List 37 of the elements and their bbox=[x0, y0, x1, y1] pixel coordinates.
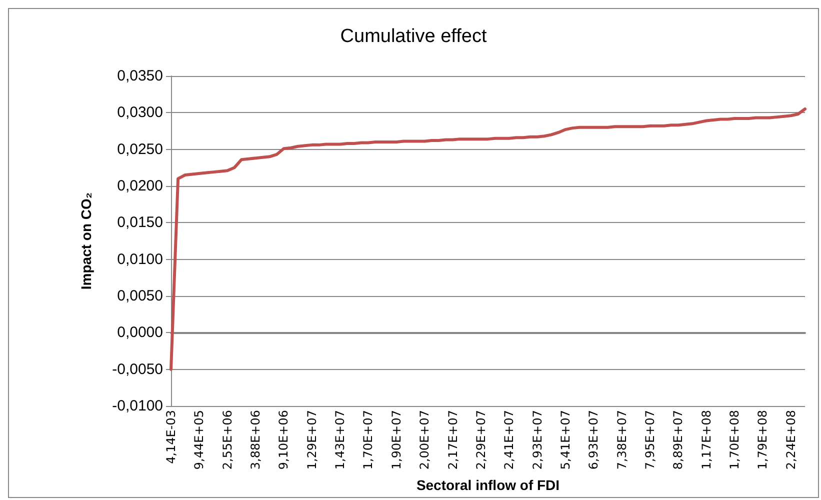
x-tick-label: 6,93E+07 bbox=[586, 410, 601, 470]
x-tick-label: 1,43E+07 bbox=[333, 410, 348, 470]
x-tick-label: 1,79E+08 bbox=[756, 410, 770, 470]
x-tick-label: 9,10E+06 bbox=[276, 410, 291, 470]
y-tick-label: 0,0100 bbox=[117, 250, 163, 268]
x-tick-label: 2,93E+07 bbox=[530, 410, 544, 470]
x-tick-label: 1,70E+08 bbox=[728, 410, 742, 470]
x-tick-label: 5,41E+07 bbox=[558, 410, 572, 470]
y-tick-label: -0,0100 bbox=[112, 398, 163, 414]
x-tick-label: 2,24E+08 bbox=[784, 410, 798, 470]
x-tick-label: 1,90E+07 bbox=[389, 410, 404, 470]
y-tick-label: 0,0300 bbox=[117, 104, 163, 122]
y-tick-label: 0,0350 bbox=[117, 68, 163, 84]
y-tick-label: 0,0200 bbox=[117, 178, 163, 194]
x-tick-label: 1,29E+07 bbox=[304, 410, 319, 470]
x-tick-label: 1,17E+08 bbox=[699, 410, 714, 470]
x-axis-title: Sectoral inflow of FDI bbox=[416, 477, 560, 493]
x-tick-label: 8,89E+07 bbox=[671, 410, 686, 470]
chart-title: Cumulative effect bbox=[340, 26, 488, 47]
y-tick-label: 0,0000 bbox=[117, 324, 163, 342]
y-tick-label: 0,0050 bbox=[117, 288, 163, 304]
x-tick-label: 2,17E+07 bbox=[446, 410, 460, 470]
x-tick-label: 3,88E+06 bbox=[248, 410, 263, 470]
x-tick-label: 4,14E-03 bbox=[164, 410, 178, 464]
x-tick-label: 2,00E+07 bbox=[418, 410, 432, 470]
x-tick-label: 9,44E+05 bbox=[192, 410, 206, 470]
x-tick-label: 1,70E+07 bbox=[361, 410, 376, 470]
x-tick-label: 7,95E+07 bbox=[643, 410, 658, 470]
x-tick-label: 2,29E+07 bbox=[474, 410, 488, 470]
line-series bbox=[170, 108, 806, 371]
y-tick-label: 0,0250 bbox=[117, 140, 163, 158]
x-tick-label: 2,41E+07 bbox=[502, 410, 516, 470]
y-tick-label: -0,0050 bbox=[112, 360, 163, 378]
y-tick-label: 0,0150 bbox=[117, 214, 163, 232]
x-tick-label: 2,55E+06 bbox=[220, 410, 234, 470]
x-tick-label: 7,38E+07 bbox=[614, 410, 629, 470]
y-axis-title: Impact on CO₂ bbox=[78, 192, 94, 290]
